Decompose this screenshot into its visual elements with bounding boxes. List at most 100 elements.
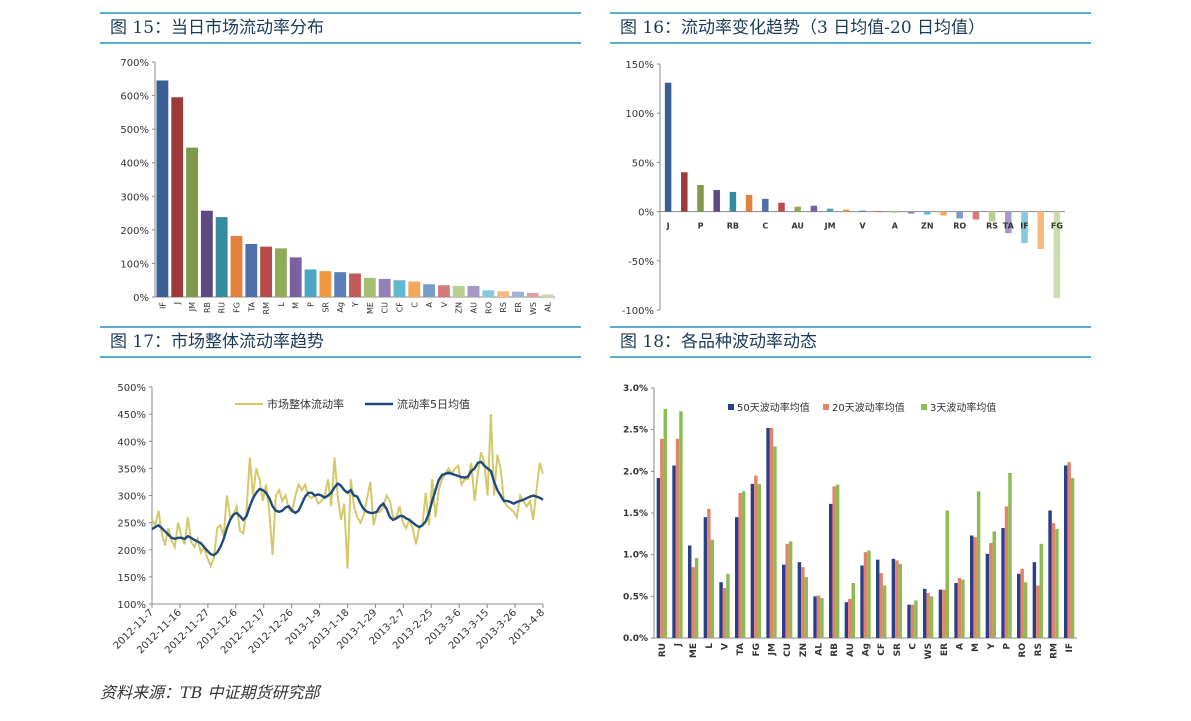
bar-Ag — [334, 272, 347, 297]
x-tick-label: RS — [1034, 643, 1044, 656]
y-tick-label: 500% — [120, 125, 149, 136]
x-tick-label: Ag — [862, 643, 872, 656]
bar-C — [408, 281, 421, 297]
x-tick-label: TA — [736, 643, 746, 655]
x-tick-label: A — [956, 643, 966, 650]
x-tick-label: TA — [1003, 222, 1015, 231]
bar-WS-2 — [929, 596, 934, 638]
x-tick-label: L — [705, 643, 715, 649]
x-tick-label: ZN — [921, 222, 934, 231]
bar-M — [289, 257, 302, 297]
bar-2 — [697, 185, 704, 212]
y-tick-label: 0% — [133, 293, 149, 304]
bar-SR-2 — [898, 563, 903, 638]
bar-L-2 — [710, 539, 715, 638]
y-tick-label: 400% — [117, 437, 146, 448]
bar-ME-1 — [691, 567, 695, 638]
source-note: 资料来源：TB 中证期货研究部 — [100, 683, 320, 702]
series-line-1 — [151, 460, 544, 557]
bar-ER-0 — [938, 589, 943, 638]
bar-RM-1 — [1051, 523, 1056, 638]
bar-V-2 — [726, 573, 730, 638]
bar-CU-1 — [785, 543, 789, 638]
bar-J-0 — [672, 465, 676, 638]
bar-ZN-1 — [801, 567, 805, 638]
bar-RS-0 — [1032, 562, 1037, 638]
x-tick-label: RB — [727, 222, 739, 231]
bar-9 — [810, 205, 818, 212]
legend-swatch-2 — [921, 404, 927, 410]
y-tick-label: 350% — [117, 464, 146, 475]
fig17-title: 图 17：市场整体流动率趋势 — [100, 326, 581, 358]
bar-Y-1 — [989, 543, 993, 638]
bar-RU-2 — [663, 408, 668, 638]
bar-WS — [526, 292, 539, 297]
bar-L-1 — [707, 508, 711, 638]
bar-RU — [215, 217, 228, 297]
bar-ZN — [452, 285, 465, 297]
bar-C-0 — [907, 604, 911, 638]
bar-IF-0 — [1063, 465, 1068, 638]
bar-SR — [319, 271, 332, 297]
y-tick-label: 0% — [638, 208, 654, 219]
bar-A-1 — [957, 578, 962, 638]
bar-RO-1 — [1020, 568, 1024, 638]
bar-0 — [664, 82, 672, 212]
fig15-title: 图 15：当日市场流动率分布 — [100, 12, 581, 44]
bar-C-2 — [914, 600, 918, 638]
x-tick-label: WS — [924, 643, 934, 659]
x-tick-label: IF — [1065, 643, 1075, 653]
bar-SR-1 — [895, 560, 899, 638]
bar-V-1 — [722, 588, 727, 638]
y-tick-label: -100% — [622, 306, 654, 317]
bar-RM-0 — [1048, 510, 1052, 638]
y-tick-label: 3.0% — [623, 384, 648, 394]
bar-L — [275, 248, 287, 297]
x-tick-label: ER — [514, 302, 523, 313]
x-tick-label: Y — [351, 302, 360, 308]
bar-CU-0 — [781, 564, 786, 638]
bar-P-0 — [1001, 528, 1005, 638]
bar-ZN-2 — [804, 577, 809, 638]
x-tick-label: C — [909, 643, 919, 650]
x-tick-label: ER — [940, 643, 950, 656]
bar-WS-1 — [926, 593, 930, 638]
x-tick-label: J — [666, 222, 670, 231]
bar-RU-0 — [656, 478, 661, 638]
x-tick-label: FG — [1051, 222, 1063, 231]
bar-24 — [1053, 211, 1061, 299]
bar-AU-1 — [848, 598, 852, 638]
bar-RM-2 — [1055, 528, 1059, 638]
bar-ME-0 — [687, 545, 692, 638]
bar-14 — [891, 211, 899, 213]
y-tick-label: 450% — [117, 410, 146, 421]
bar-1 — [681, 172, 688, 212]
bar-20 — [988, 211, 996, 222]
bar-IF-2 — [1070, 478, 1075, 638]
legend-swatch-1 — [823, 404, 829, 410]
panel-fig15: 图 15：当日市场流动率分布 0% 100% 200% 300% 400% 500% 600… — [100, 12, 581, 315]
bar-J-2 — [679, 411, 683, 638]
bar-6 — [762, 198, 769, 212]
bar-WS-0 — [922, 588, 927, 638]
bar-P — [304, 269, 317, 297]
y-tick-label: 100% — [117, 600, 146, 611]
bar-Ag-0 — [860, 565, 864, 638]
bar-ER — [512, 291, 524, 297]
bar-V-0 — [719, 582, 723, 638]
x-tick-label: JM — [824, 222, 836, 231]
x-tick-label: RS — [986, 222, 998, 231]
bar-19 — [972, 211, 980, 220]
panel-fig16: 图 16：流动率变化趋势（3 日均值-20 日均值） -100% -50% 0% 50… — [610, 12, 1091, 317]
x-tick-label: ZN — [455, 302, 464, 313]
y-tick-label: 0.0% — [623, 634, 648, 644]
x-tick-label: P — [1003, 643, 1013, 650]
bar-CU-2 — [788, 541, 793, 638]
bar-FG-2 — [757, 483, 762, 638]
bar-AL-0 — [813, 596, 817, 638]
x-tick-label: RO — [1018, 643, 1028, 658]
panel-fig18: 图 18：各品种波动率动态 0.0% 0.5% 1.0% 1.5% 2.0% 2.5% 3.… — [610, 326, 1091, 671]
bar-AU-2 — [851, 583, 856, 638]
bar-J-1 — [675, 438, 680, 638]
x-tick-label: AU — [470, 302, 479, 313]
